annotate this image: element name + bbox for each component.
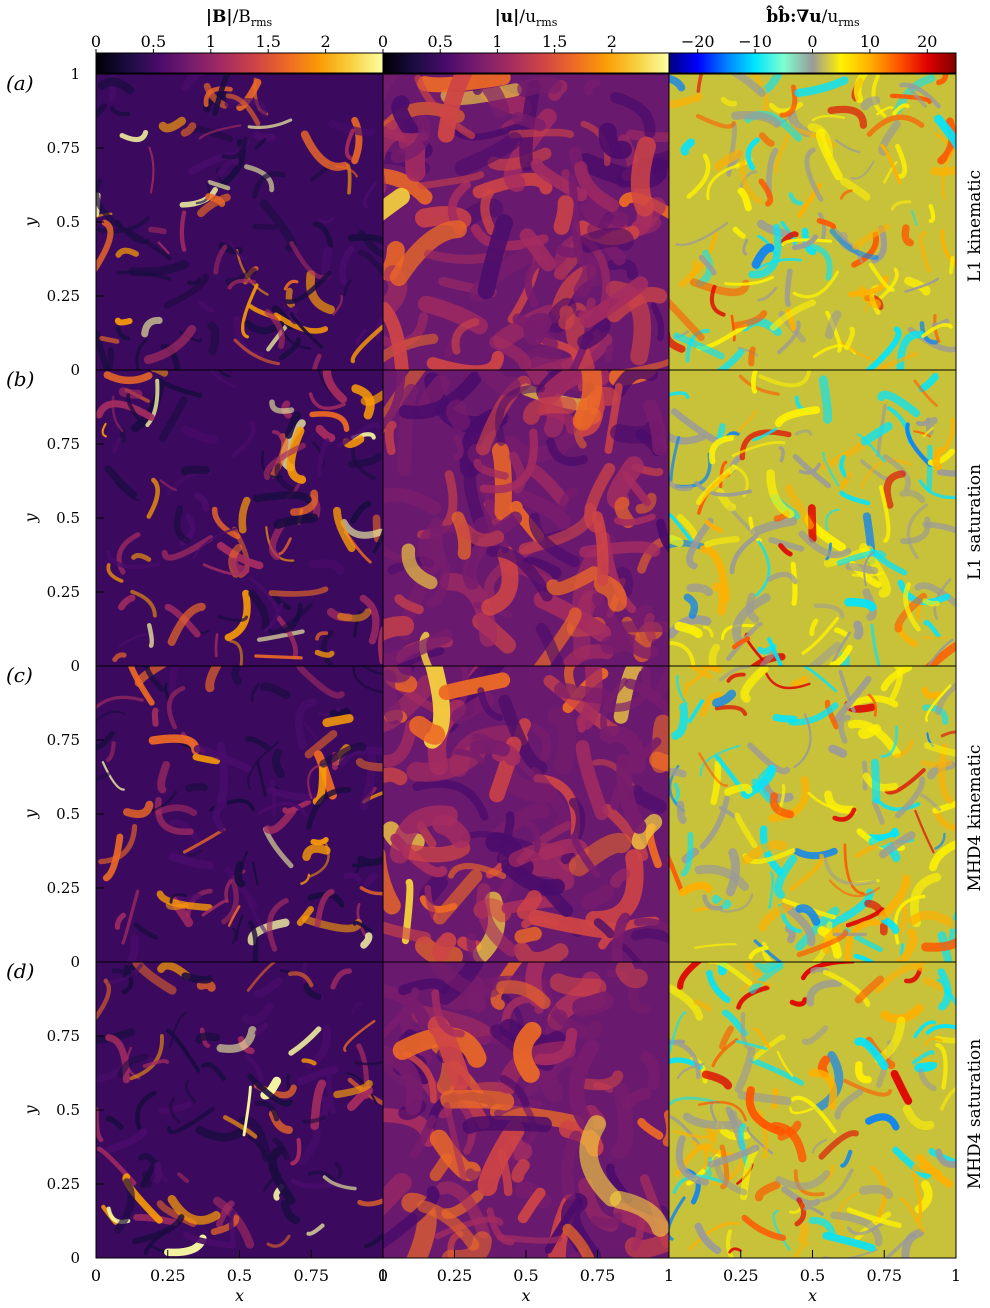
y-tick-label: 0.75 [47, 731, 80, 749]
y-tick-label: 0.5 [56, 1101, 80, 1119]
field-panel-bbgradu-4 [669, 962, 956, 1258]
side-label-mhd4-kinematic: MHD4 kinematic [965, 745, 985, 892]
side-label-mhd4-saturation: MHD4 saturation [965, 1039, 985, 1189]
colorbar-title-B: |B|/Brms [206, 7, 273, 29]
colorbar-tick-label: −20 [681, 32, 715, 51]
x-tick-label: 0.25 [723, 1266, 759, 1285]
panel-grid [95, 73, 957, 1259]
colorbar-u [382, 52, 670, 74]
colorbar-tick-label: 1 [206, 32, 216, 51]
y-tick-label: 0.25 [47, 1175, 80, 1193]
field-panel-u-2 [383, 370, 669, 666]
axes: 0 0.25 0.5 0.75 1 y 0 0.25 0.5 0.75 y 0 0.25 0.5 0.75 y… [21, 65, 961, 1305]
x-tick-label: 0.75 [293, 1266, 329, 1285]
colorbar-tick-label: −10 [738, 32, 772, 51]
field-panel-bbgradu-1 [669, 74, 956, 370]
x-tick-label: 1 [664, 1266, 674, 1285]
colorbar-tick-label: 0 [91, 32, 101, 51]
side-label-l1-kinematic: L1 kinematic [965, 170, 985, 282]
y-axis-label: y [21, 513, 40, 524]
x-tick-label: 0.25 [437, 1266, 473, 1285]
field-panel-B-4 [96, 962, 383, 1258]
colorbar-tick-label: 2 [607, 32, 617, 51]
colorbar-title-u: |u|/urms [495, 7, 558, 29]
x-tick-label: 1 [951, 1266, 961, 1285]
y-tick-label: 0.25 [47, 583, 80, 601]
y-tick-label: 1 [70, 65, 80, 83]
field-panel-bbgradu-2 [669, 370, 956, 666]
colorbar-tick-label: 0.5 [141, 32, 166, 51]
colorbar-tick-label: 0 [807, 32, 817, 51]
colorbar-tick-label: 2 [321, 32, 331, 51]
colorbar-ticks: 0 0.5 1 1.5 2 0 0.5 1 1.5 2 −20 −10 0 10 20 [91, 32, 937, 53]
field-panel-bbgradu-3 [669, 666, 956, 962]
y-tick-label: 0.5 [56, 805, 80, 823]
colorbar-tick-label: 20 [917, 32, 937, 51]
colorbar-tick-label: 1.5 [542, 32, 567, 51]
y-tick-label: 0.75 [47, 1027, 80, 1045]
field-panel-B-1 [96, 74, 383, 370]
x-tick-label: 0.25 [150, 1266, 186, 1285]
x-axis-label: x [235, 1286, 244, 1305]
panel-label-b: (b) [6, 367, 34, 391]
colorbar-tick-label: 0.5 [427, 32, 452, 51]
x-axis-label: x [521, 1286, 530, 1305]
y-tick-label: 0.75 [47, 435, 80, 453]
y-axis-label: y [21, 1105, 40, 1116]
field-panel-B-2 [96, 370, 383, 666]
panel-label-d: (d) [6, 959, 34, 983]
x-tick-label: 0.75 [580, 1266, 616, 1285]
y-tick-label: 0 [70, 361, 80, 379]
colorbar-tick-label: 1.5 [255, 32, 280, 51]
field-panel-u-1 [383, 74, 669, 370]
colorbar-tick-label: 10 [860, 32, 880, 51]
x-axis-label: x [808, 1286, 817, 1305]
y-tick-label: 0 [70, 953, 80, 971]
colorbar-B [95, 52, 384, 74]
x-tick-label: 0.5 [513, 1266, 538, 1285]
x-tick-label: 0.5 [227, 1266, 252, 1285]
y-tick-label: 0.25 [47, 287, 80, 305]
y-tick-label: 0 [70, 657, 80, 675]
y-tick-label: 0.25 [47, 879, 80, 897]
colorbar-tick-label: 0 [378, 32, 388, 51]
colorbar-title-bbgradu: b̂b̂:∇u/urms [765, 6, 860, 29]
colorbar-bbgradu [668, 52, 957, 74]
y-tick-label: 0 [70, 1249, 80, 1267]
colorbar-tick-label: 1 [492, 32, 502, 51]
y-tick-label: 0.5 [56, 213, 80, 231]
x-tick-label: 0 [378, 1266, 388, 1285]
field-panel-u-4 [383, 962, 669, 1258]
x-tick-label: 0 [91, 1266, 101, 1285]
panel-label-a: (a) [6, 71, 34, 95]
y-axis-label: y [21, 217, 40, 228]
field-panel-u-3 [383, 666, 669, 962]
field-panel-B-3 [96, 666, 383, 962]
y-tick-label: 0.75 [47, 139, 80, 157]
x-tick-label: 0.5 [800, 1266, 825, 1285]
side-label-l1-saturation: L1 saturation [965, 464, 985, 580]
x-tick-label: 1 [378, 1266, 388, 1285]
y-tick-label: 0.5 [56, 509, 80, 527]
x-tick-label: 0.75 [866, 1266, 902, 1285]
panel-label-c: (c) [6, 663, 33, 687]
y-axis-label: y [21, 809, 40, 820]
